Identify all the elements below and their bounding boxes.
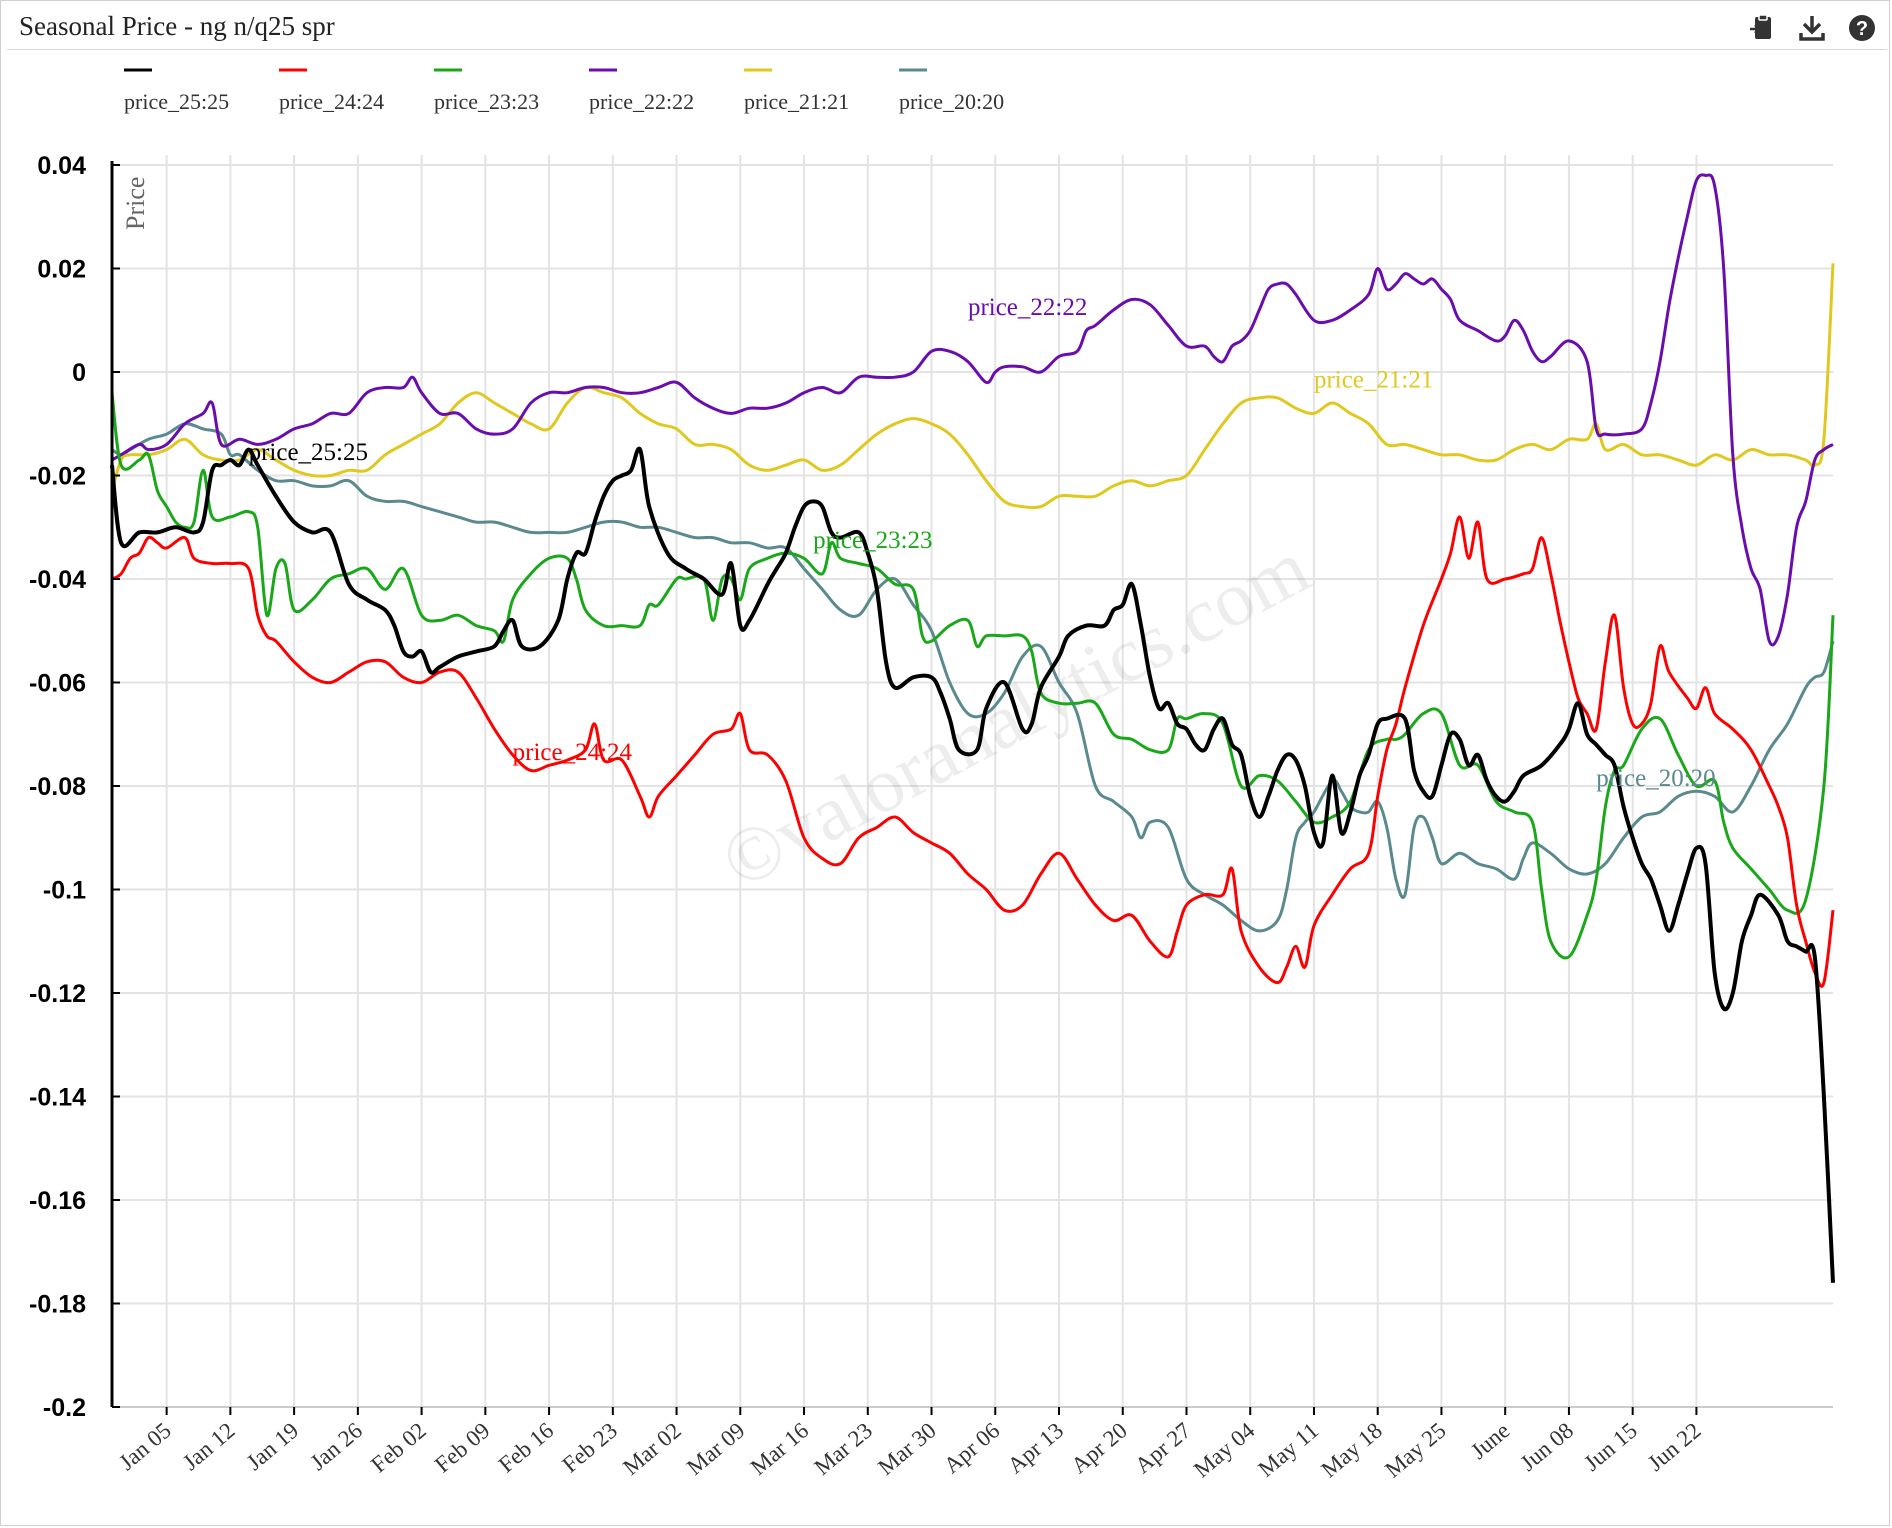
series-label: price_25:25 (249, 439, 368, 466)
y-tick-label: -0.18 (29, 1291, 86, 1319)
x-tick-label: Apr 20 (1066, 1418, 1132, 1479)
x-tick-label: Apr 06 (939, 1418, 1005, 1479)
grid-lines (112, 155, 1833, 1408)
series-label: price_24:24 (513, 739, 633, 766)
download-icon[interactable] (1797, 13, 1827, 43)
series-line-price-20-20 (111, 422, 1835, 933)
chart-title: Seasonal Price - ng n/q25 spr (19, 11, 335, 41)
x-tick-label: Jun 22 (1643, 1418, 1706, 1476)
x-tick-label: Mar 23 (810, 1418, 877, 1480)
chart-header: Seasonal Price - ng n/q25 spr ? (7, 3, 1887, 50)
clipboard-icon[interactable] (1747, 13, 1777, 43)
x-tick-label: Mar 09 (682, 1418, 749, 1480)
y-tick-labels: 0.04 0.02 0 -0.02 -0.04 -0.06 -0.08 -0.1 -0.12 -0… (29, 152, 86, 1422)
x-tick-labels: Jan 05 Jan 12 Jan 19 Jan 26 Feb 02 Feb 09 Feb … (114, 1417, 1705, 1482)
y-tick-label: -0.1 (43, 877, 86, 905)
series-labels: price_25:25 price_24:24 price_23:23 price_2… (249, 294, 1716, 792)
legend-label: price_25:25 (124, 89, 229, 114)
series-label: price_20:20 (1596, 765, 1715, 792)
x-tick-label: Apr 27 (1130, 1418, 1196, 1479)
x-tick-label: Mar 02 (618, 1418, 685, 1480)
x-tick-label: Jun 08 (1516, 1418, 1579, 1476)
series-line-price-24-24 (111, 515, 1835, 988)
x-tick-label: May 25 (1380, 1418, 1450, 1483)
series-label: price_23:23 (813, 527, 932, 554)
series-label: price_22:22 (968, 294, 1087, 321)
legend-label: price_21:21 (744, 89, 849, 114)
y-tick-label: -0.14 (29, 1084, 86, 1112)
series-line-price-21-21 (110, 263, 1835, 510)
x-tick-label: Mar 16 (746, 1418, 813, 1480)
x-tick-label: Jun 15 (1579, 1418, 1642, 1476)
y-tick-label: -0.12 (29, 980, 86, 1008)
legend: price_25:25 price_24:24 price_23:23 price_2… (124, 68, 1004, 114)
x-tick-label: Jan 12 (178, 1418, 240, 1475)
y-tick-label: -0.06 (29, 670, 86, 698)
legend-label: price_20:20 (899, 89, 1004, 114)
y-tick-label: -0.2 (43, 1394, 86, 1422)
x-tick-label: Jan 26 (305, 1418, 367, 1475)
watermark: ©valoranalytics.com (707, 523, 1322, 905)
y-axis-label: Price (121, 177, 150, 230)
y-tick-label: 0.02 (37, 256, 86, 284)
y-tick-label: -0.16 (29, 1187, 86, 1215)
chart-toolbar: ? (1747, 13, 1877, 43)
x-tick-label: Feb 16 (494, 1418, 559, 1478)
series-line-price-22-22 (111, 173, 1834, 647)
x-tick-label: Feb 02 (366, 1418, 431, 1478)
y-tick-label: -0.04 (29, 566, 86, 594)
y-tick-label: 0 (72, 359, 86, 387)
series-label: price_21:21 (1314, 367, 1433, 394)
x-tick-label: May 04 (1189, 1417, 1260, 1482)
help-icon[interactable]: ? (1847, 13, 1877, 43)
x-tick-label: Feb 09 (430, 1418, 495, 1478)
x-tick-label: Jan 19 (242, 1418, 304, 1475)
x-tick-label: May 11 (1253, 1418, 1323, 1482)
x-tick-label: June (1466, 1418, 1514, 1464)
x-tick-label: May 18 (1317, 1418, 1387, 1483)
legend-label: price_23:23 (434, 89, 539, 114)
legend-label: price_24:24 (279, 89, 384, 114)
series-line-price-25-25 (110, 446, 1835, 1283)
series-lines (110, 173, 1835, 1283)
axes (110, 161, 1833, 1415)
legend-label: price_22:22 (589, 89, 694, 114)
x-tick-label: Mar 30 (873, 1418, 940, 1480)
x-tick-label: Feb 23 (558, 1418, 623, 1478)
y-tick-label: -0.08 (29, 773, 86, 801)
x-tick-label: Apr 13 (1003, 1418, 1069, 1479)
series-line-price-23-23 (110, 392, 1835, 960)
y-tick-label: 0.04 (37, 152, 86, 180)
y-tick-label: -0.02 (29, 463, 86, 491)
x-tick-label: Jan 05 (114, 1418, 176, 1475)
svg-text:?: ? (1856, 18, 1868, 40)
